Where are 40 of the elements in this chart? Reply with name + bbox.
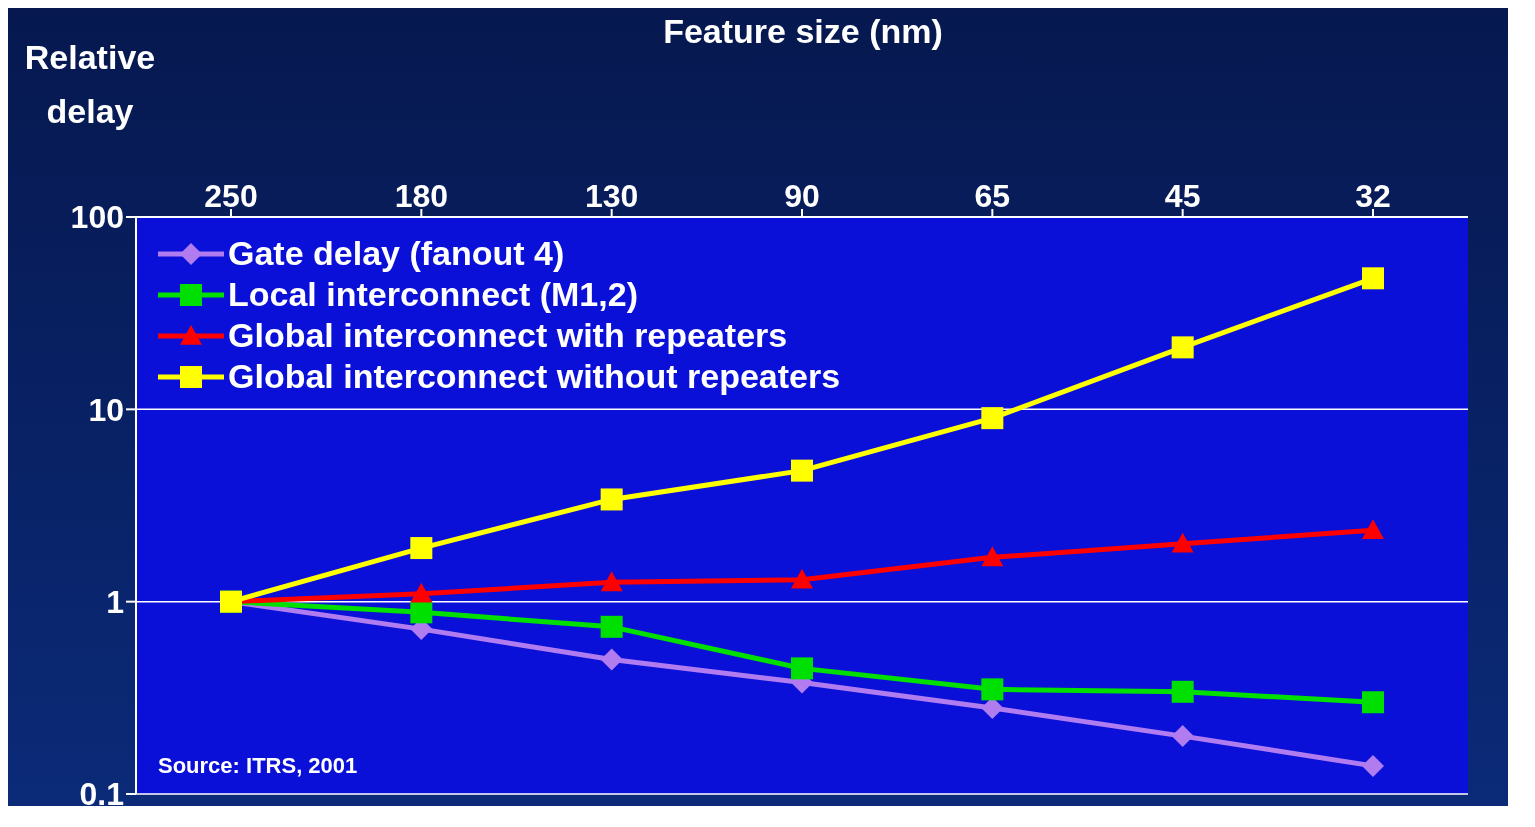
x-tick-label: 65 [974,178,1011,214]
legend-label: Global interconnect with repeaters [228,316,788,355]
point [981,546,1004,567]
y-tick-label: 0.1 [79,776,124,813]
point [600,648,623,671]
point [1171,336,1194,359]
x-tick-label: 180 [394,178,449,214]
point [1171,680,1194,703]
y-axis-title: Relative delay [23,37,157,132]
point [1362,754,1384,777]
point [600,571,623,592]
point [791,657,813,680]
y-tick-label: 1 [106,584,124,621]
point [791,568,813,589]
point [791,459,813,482]
legend-label: Global interconnect without repeaters [228,357,841,396]
x-tick-label: 250 [204,178,258,214]
point [600,615,623,638]
x-tick-label: 45 [1164,178,1201,214]
point [410,601,433,624]
x-axis-title: Feature size (nm) [663,12,943,50]
point [981,678,1004,701]
point [1362,267,1384,290]
point [981,407,1004,430]
y-tick-label: 10 [88,391,124,428]
point [1171,725,1194,748]
point [410,537,433,560]
x-tick-label: 90 [784,178,820,214]
x-tick-label: 32 [1355,178,1391,214]
legend-label: Local interconnect (M1,2) [228,275,638,314]
x-tick-label: 130 [584,178,639,214]
point [981,697,1004,719]
point [1362,691,1384,714]
point [600,488,623,511]
y-tick-label: 100 [70,199,124,236]
point [1171,532,1194,553]
legend-label: Gate delay (fanout 4) [228,234,565,273]
annotation: Source: ITRS, 2001 [158,753,358,779]
point [1362,519,1384,540]
point [410,582,433,603]
